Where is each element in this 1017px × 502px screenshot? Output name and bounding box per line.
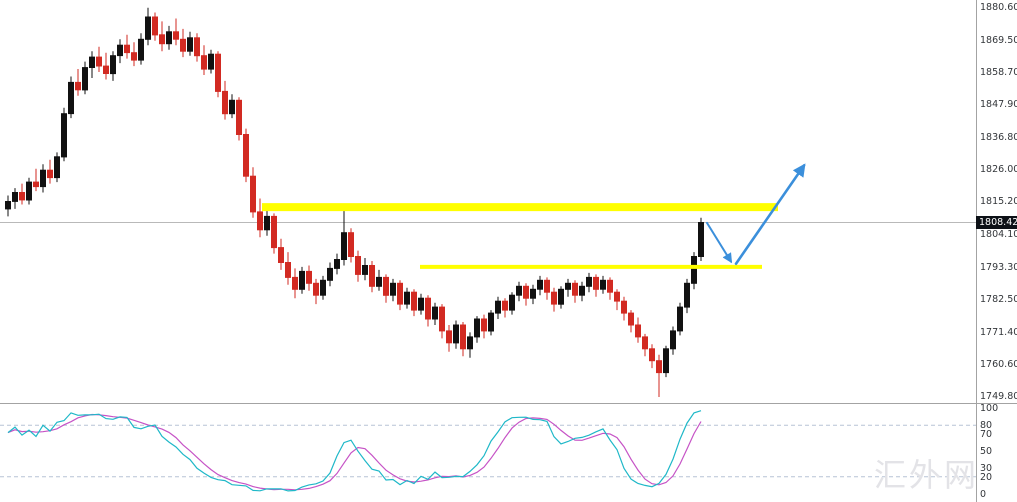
price-axis-label: 1869.50 (980, 34, 1017, 46)
pullback-arrow[interactable] (706, 221, 733, 264)
price-axis-label: 1804.10 (980, 229, 1017, 241)
indicator-axis-label: 80 (980, 420, 993, 432)
current-price-badge: 1808.42 (976, 216, 1017, 229)
watermark: 汇外网 (874, 456, 980, 494)
indicator-axis-label: 30 (980, 463, 993, 475)
indicator-axis-label: 50 (980, 446, 993, 457)
price-axis-label: 1880.60 (980, 1, 1017, 13)
indicator-axis-label: 0 (980, 489, 987, 500)
indicator-axis-label: 20 (980, 471, 993, 483)
price-axis-label: 1782.50 (980, 293, 1017, 305)
axis-separator (976, 0, 977, 502)
price-axis-label: 1836.80 (980, 132, 1017, 144)
indicator-axis-label: 70 (980, 428, 993, 440)
price-axis-label: 1793.30 (980, 261, 1017, 273)
price-axis-label: 1858.70 (980, 66, 1017, 78)
indicator-axis-label: 100 (980, 403, 999, 414)
price-axis-label: 1826.00 (980, 164, 1017, 176)
indicator-axis[interactable]: 100 80 70 50 30 20 0 (977, 0, 1017, 502)
price-axis[interactable]: 1880.60 1869.50 1858.70 1847.90 1836.80 1826.… (977, 0, 1017, 502)
price-axis-label: 1815.20 (980, 196, 1017, 208)
price-axis-label: 1760.60 (980, 358, 1017, 370)
price-axis-label: 1771.40 (980, 326, 1017, 338)
breakout-arrow[interactable] (734, 163, 806, 266)
price-axis-label: 1847.90 (980, 99, 1017, 111)
panel-separator (0, 403, 1017, 404)
price-axis-label: 1749.80 (980, 391, 1017, 402)
